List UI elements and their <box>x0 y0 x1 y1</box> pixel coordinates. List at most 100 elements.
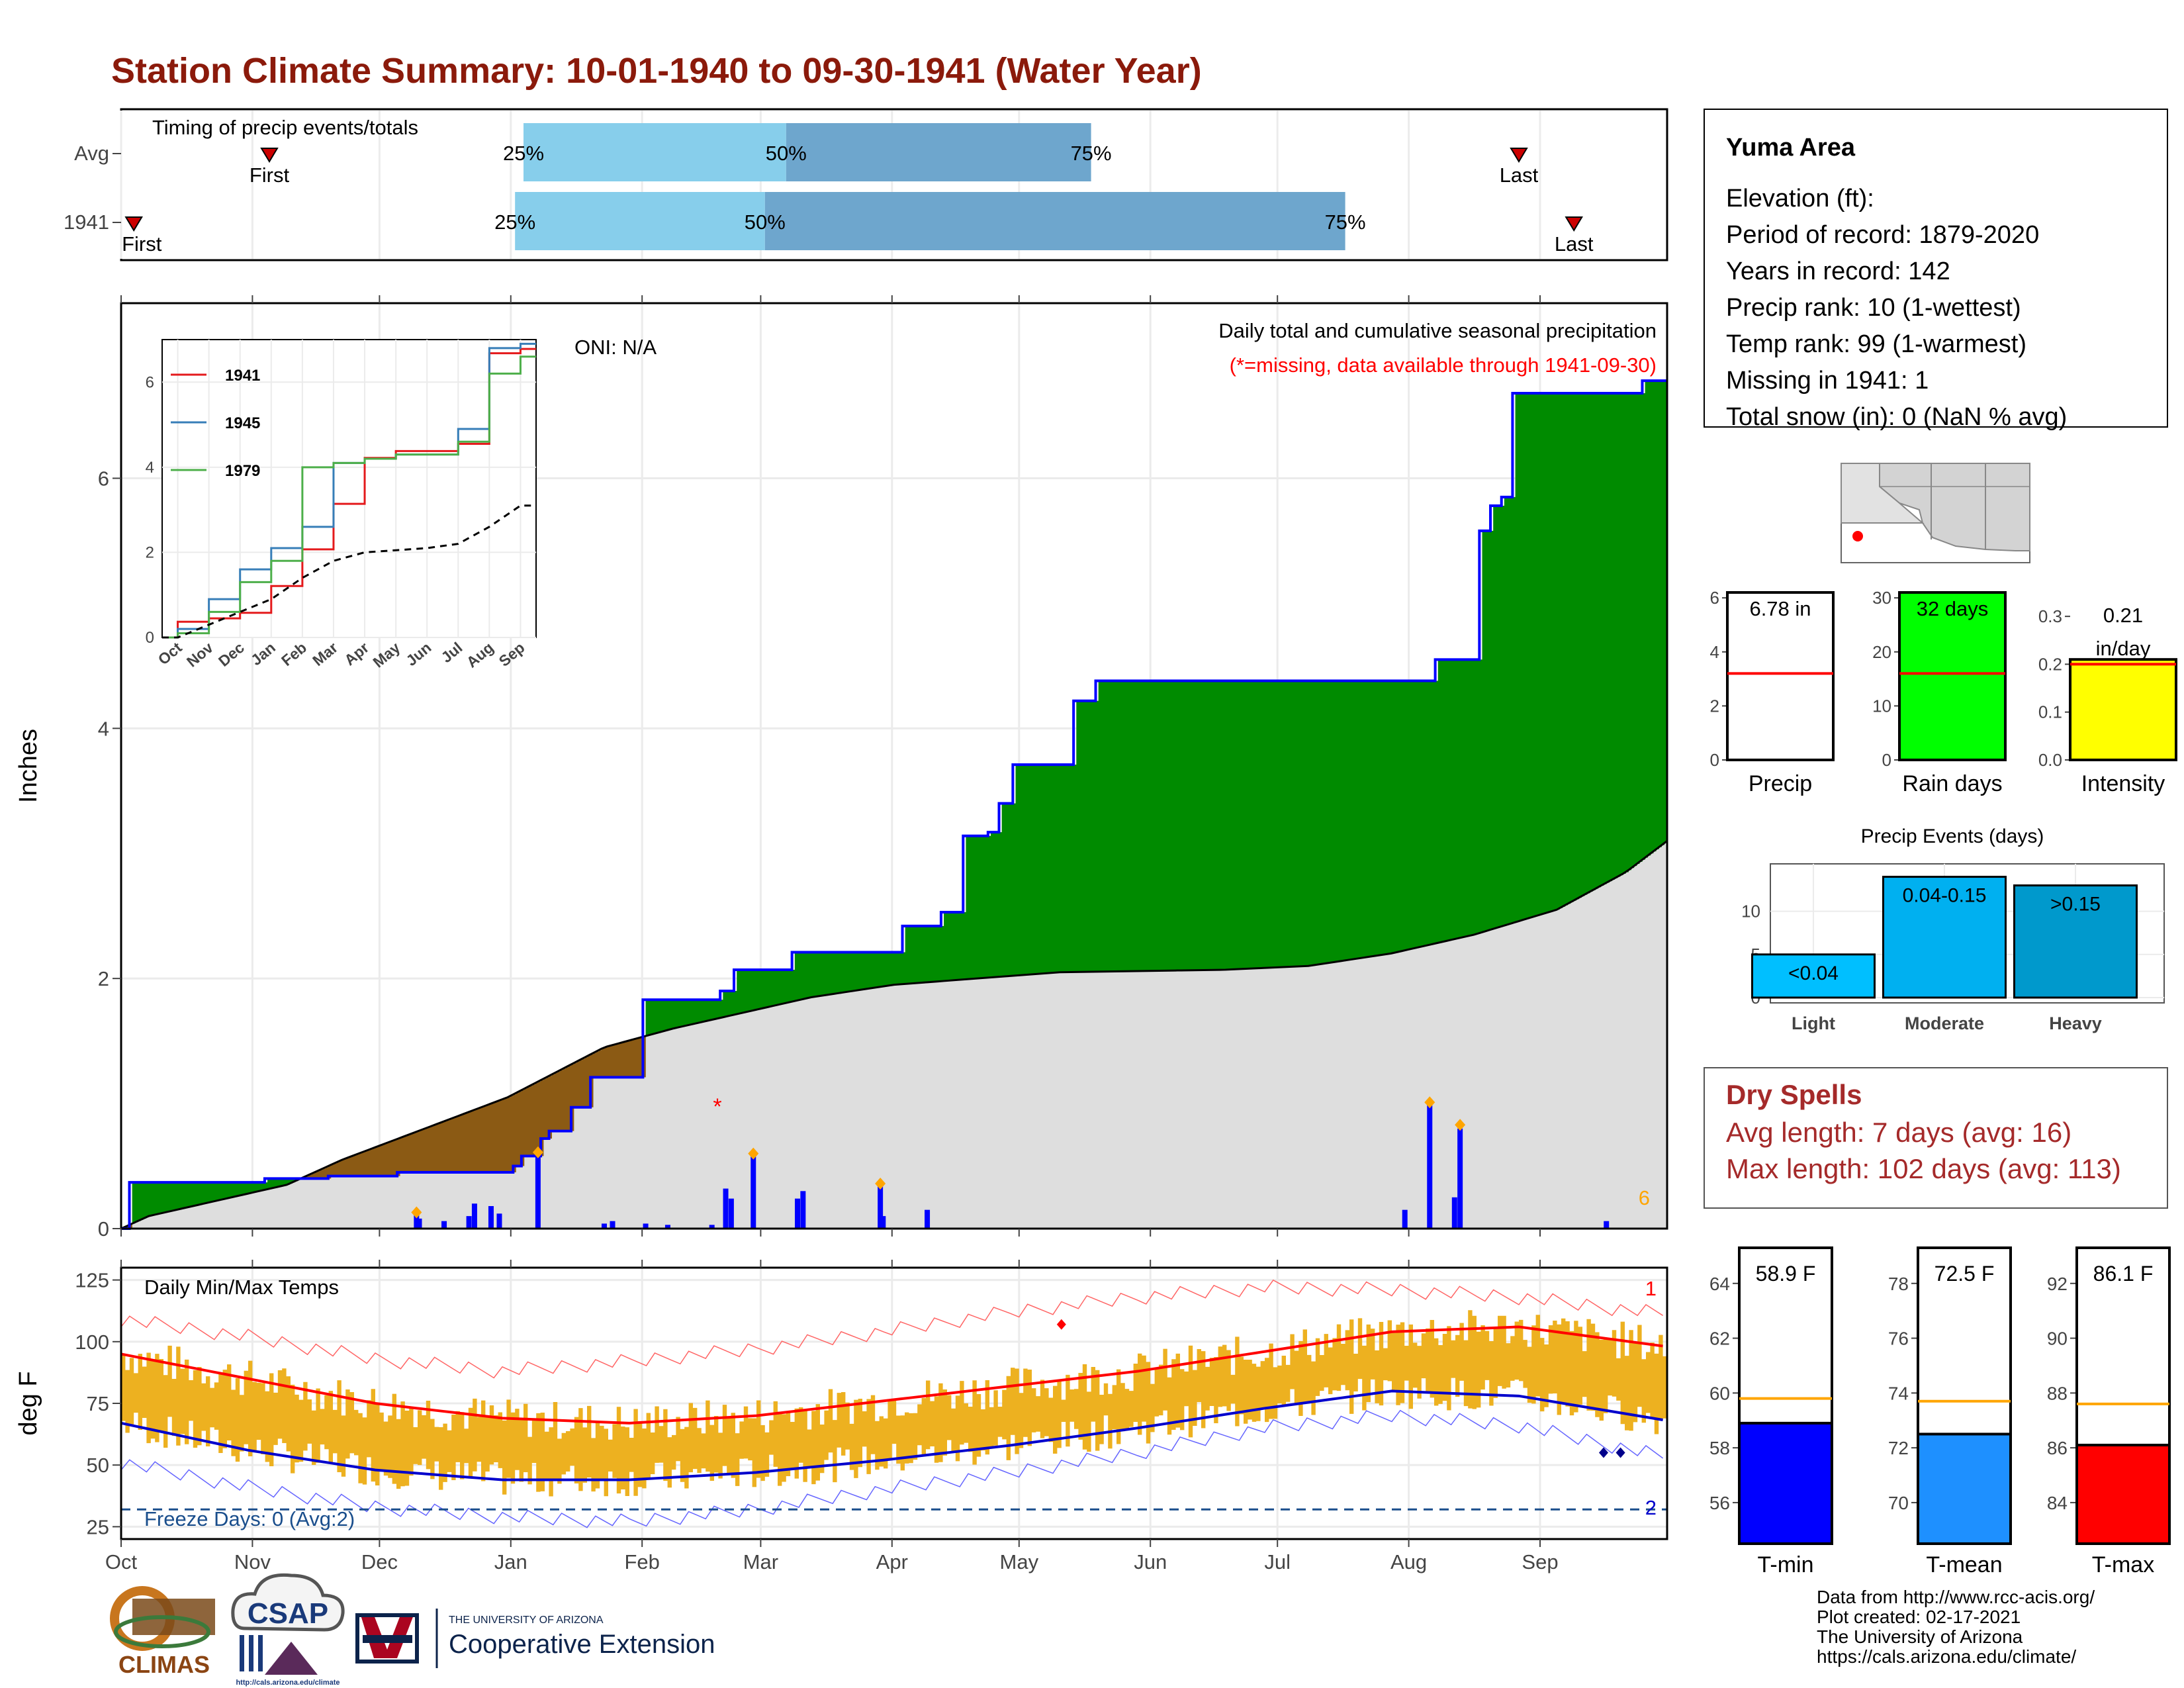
inset-ytick: 4 <box>146 459 154 477</box>
temp-ytick: 50 <box>87 1454 109 1477</box>
temp-bar-ytick: 70 <box>1888 1493 1909 1513</box>
temp-bar-ytick: 56 <box>1709 1493 1730 1513</box>
mini-bar <box>2069 658 2177 762</box>
mini-bar-ytick: 20 <box>1872 642 1891 662</box>
temp-count-min: 2 <box>1645 1496 1657 1519</box>
timing-p75-label: 75% <box>1071 142 1112 165</box>
inset-avg-line <box>162 504 536 639</box>
month-tick-label: Feb <box>624 1550 659 1573</box>
daily-precip-bar <box>751 1156 756 1229</box>
daily-precip-bar <box>723 1188 729 1229</box>
daily-precip-bar <box>643 1223 649 1229</box>
temp-bar-ytick: 88 <box>2047 1383 2068 1403</box>
temp-ytick: 100 <box>75 1331 109 1354</box>
daily-precip-bar <box>1451 1197 1457 1229</box>
credit-line: Data from http://www.rcc-acis.org/ <box>1817 1587 2095 1607</box>
temp-bar-ytick: 64 <box>1709 1274 1730 1294</box>
inset-legend-label: 1979 <box>225 462 260 480</box>
daily-precip-bar <box>535 1153 541 1229</box>
timing-bar-q2 <box>764 192 1345 250</box>
mini-bar-value-label: 0.21 <box>2103 604 2143 627</box>
daily-precip-bar <box>795 1198 800 1229</box>
month-tick-label: Dec <box>361 1550 398 1573</box>
temp-bar-label: T-max <box>2092 1552 2154 1577</box>
record-low-marker <box>1615 1447 1625 1458</box>
climas-text: CLIMAS <box>118 1651 210 1678</box>
first-event-marker <box>260 148 279 163</box>
station-info-line: Temp rank: 99 (1-warmest) <box>1726 330 2026 358</box>
mini-bar <box>1898 591 2007 761</box>
temp-bar-ytick: 86 <box>2047 1438 2068 1458</box>
mini-bar-ytick: 2 <box>1710 696 1719 716</box>
event-bar <box>1882 876 2007 999</box>
mini-bar-ytick: 30 <box>1872 588 1891 608</box>
inset-ytick: 6 <box>146 373 154 391</box>
precip-panel: * Daily total and cumulative seasonal pr… <box>15 295 1668 1241</box>
mini-bar <box>1726 591 1835 761</box>
timing-row-label: Avg <box>74 142 109 165</box>
temp-y-axis-label: deg F <box>15 1371 42 1435</box>
temp-bar-ytick: 72 <box>1888 1438 1909 1458</box>
month-tick-label: May <box>1000 1550 1039 1573</box>
dry-spells-title: Dry Spells <box>1726 1079 1862 1110</box>
events-ytick: 10 <box>1741 902 1760 921</box>
month-tick-label: Jun <box>1134 1550 1167 1573</box>
csap-logo: CSAP http://cals.arizona.edu/climate <box>231 1573 345 1687</box>
event-bar <box>2013 884 2138 999</box>
timing-p25-label: 25% <box>494 211 535 234</box>
timing-bar-q1 <box>515 192 765 250</box>
mini-bar-value-label: 6.78 in <box>1749 597 1811 620</box>
record-low-marker <box>1599 1447 1608 1458</box>
ua-small-text: THE UNIVERSITY OF ARIZONA <box>449 1615 604 1626</box>
temp-bar-ytick: 76 <box>1888 1329 1909 1349</box>
temp-bar <box>1738 1421 1833 1546</box>
inset-series-line <box>162 355 536 639</box>
mini-bar-ytick: 0.0 <box>2038 750 2062 770</box>
freeze-days-label: Freeze Days: 0 (Avg:2) <box>144 1507 355 1530</box>
daily-precip-bar <box>471 1203 477 1229</box>
daily-precip-bar <box>602 1223 607 1229</box>
station-info-line: Years in record: 142 <box>1726 258 1950 285</box>
daily-precip-bar <box>466 1216 472 1229</box>
ua-big-text: Cooperative Extension <box>449 1630 715 1659</box>
avg-min-line <box>120 1389 1663 1481</box>
temp-bar <box>1917 1432 2012 1545</box>
event-bar-label: >0.15 <box>2050 894 2101 915</box>
daily-precip-bar <box>664 1225 670 1229</box>
daily-precip-bar <box>925 1209 931 1229</box>
last-event-marker <box>1510 148 1528 163</box>
rank-marker <box>1424 1096 1435 1109</box>
month-tick-label: Apr <box>876 1550 908 1573</box>
timing-p50-label: 50% <box>745 211 786 234</box>
rank-marker <box>1455 1119 1466 1131</box>
dry-spells-max: Max length: 102 days (avg: 113) <box>1726 1153 2121 1184</box>
mini-bar-label: Rain days <box>1902 771 2002 796</box>
month-tick-label: Aug <box>1390 1550 1427 1573</box>
precip-count-label: 6 <box>1639 1186 1650 1209</box>
inset-legend-label: 1941 <box>225 367 260 385</box>
event-bar-label: <0.04 <box>1788 962 1839 984</box>
station-info-line: Precip rank: 10 (1-wettest) <box>1726 294 2021 322</box>
daily-precip-bar <box>416 1218 422 1229</box>
mini-bar-label: Precip <box>1749 771 1812 796</box>
inset-ytick: 0 <box>146 629 154 647</box>
daily-precip-bar <box>610 1221 615 1229</box>
first-event-marker <box>124 216 143 232</box>
mini-bar-ytick: 10 <box>1872 696 1891 716</box>
temp-bar-label: T-min <box>1758 1552 1814 1577</box>
precip-y-axis-label: Inches <box>15 729 42 803</box>
daily-precip-bar <box>1402 1209 1408 1229</box>
temp-bar-ytick: 84 <box>2047 1493 2068 1513</box>
timing-p50-label: 50% <box>766 142 807 165</box>
missing-marker: * <box>713 1094 721 1119</box>
timing-bar-q1 <box>523 123 786 181</box>
daily-precip-bar <box>1604 1221 1610 1229</box>
last-event-label: Last <box>1555 232 1594 256</box>
precip-events-panel: Precip Events (days) 0510<0.04Light0.04-… <box>1741 825 2165 1033</box>
temp-bar-ytick: 60 <box>1709 1383 1730 1403</box>
daily-precip-bar <box>496 1213 502 1229</box>
event-category-label: Light <box>1792 1013 1835 1033</box>
mini-bar-label: Intensity <box>2081 771 2165 796</box>
daily-temp-range-bars <box>121 1310 1667 1497</box>
